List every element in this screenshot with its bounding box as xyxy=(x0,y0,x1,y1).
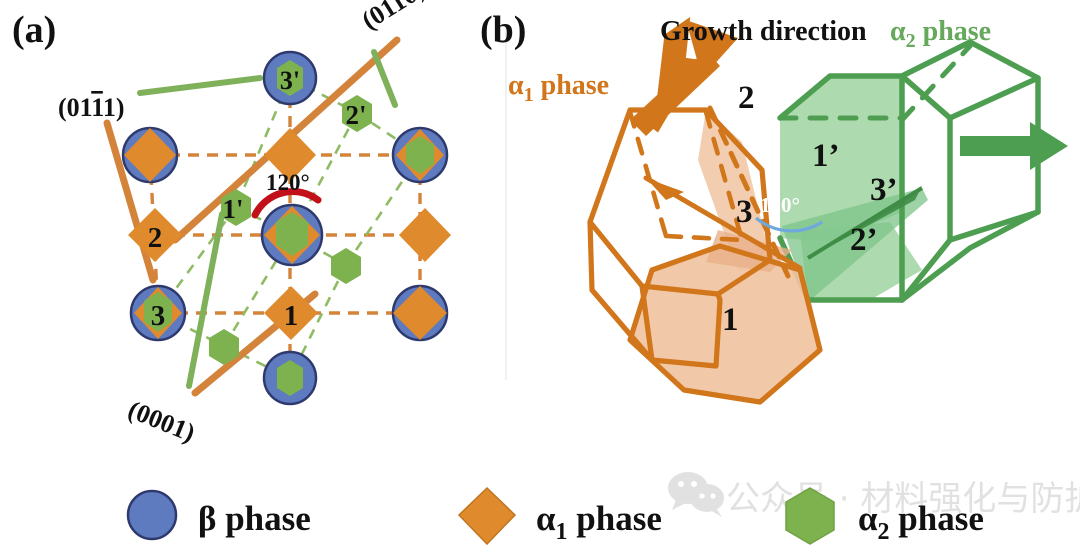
svg-text:(0111): (0111) xyxy=(58,93,124,122)
alpha1-needle-head xyxy=(646,178,684,200)
svg-text:(0110): (0110) xyxy=(357,0,430,35)
alpha2-phase-title-sub: 2 xyxy=(906,30,916,52)
alpha2-face-3prime-shade xyxy=(782,188,928,302)
beta-alpha2-top-3prime: 3' xyxy=(262,50,318,106)
alpha1-phase-title-sub: 1 xyxy=(524,84,534,106)
legend-beta-label: β phase xyxy=(198,499,311,538)
variant-label-2: 2 xyxy=(148,222,163,254)
variant-label-2prime: 2' xyxy=(345,100,366,130)
growth-arrow-alpha2 xyxy=(960,122,1068,170)
legend-alpha2-label-sub: 2 xyxy=(878,519,890,545)
plane-0111-pre: (01 xyxy=(58,93,92,122)
variant-label-1: 1 xyxy=(284,300,299,332)
watermark-text: 公众号 · 材料强化与防护 xyxy=(726,479,1080,519)
beta-alpha2-center xyxy=(260,203,324,267)
alpha1-prism xyxy=(587,16,823,405)
alpha1-face-label-3: 3 xyxy=(736,194,753,230)
alpha2-hex-2prime: 2' xyxy=(342,95,372,132)
alpha2-phase-title: α2 phase xyxy=(890,16,991,52)
legend-alpha2-label-tail: phase xyxy=(890,499,984,538)
legend-beta-marker xyxy=(126,489,178,541)
green-plane-traces xyxy=(137,49,398,389)
beta-alpha1-node xyxy=(121,126,179,184)
alpha2-hex-1prime: 1' xyxy=(221,189,251,226)
legend-canvas: 公众号 · 材料强化与防护 β phase α1 phase α xyxy=(126,472,1080,546)
plane-0001-text: (0001) xyxy=(124,395,199,448)
panel-b-canvas: 120° 1 2 3 1’ 2’ 3’ (b) Growth direction… xyxy=(480,9,1068,405)
variant-label-3: 3 xyxy=(151,300,166,332)
alpha2-phase-title-base: α xyxy=(890,16,906,47)
trace-0111-orange xyxy=(103,119,157,284)
wechat-icon xyxy=(668,472,724,517)
alpha1-diamond-labeled-2: 2 xyxy=(128,208,182,262)
variant-label-1prime: 1' xyxy=(222,194,243,224)
legend-alpha1-label-base: α xyxy=(536,499,556,538)
angle-arc-red xyxy=(251,188,322,219)
panel-a-canvas: 2 3 1 xyxy=(12,0,451,448)
beta-alpha1-bottom-right xyxy=(391,284,449,342)
alpha1-phase-title-base: α xyxy=(508,70,524,101)
legend-beta-label-tail: phase xyxy=(216,499,310,538)
angle-label-120: 120° xyxy=(266,170,310,195)
alpha2-face-label-1prime: 1’ xyxy=(812,138,840,174)
alpha2-hex-plain-bottom xyxy=(209,329,239,365)
alpha2-face-label-2prime: 2’ xyxy=(850,222,878,258)
legend-alpha2-label-base: α xyxy=(858,499,878,538)
alpha2-hidden-edge-1 xyxy=(899,43,973,123)
plane-label-0110: (0110) xyxy=(357,0,430,35)
legend-alpha1-phase: α1 phase xyxy=(457,486,662,546)
plane-0111-bar: 1 xyxy=(91,93,103,122)
panel-a: 2 3 1 xyxy=(0,0,470,460)
legend: 公众号 · 材料强化与防护 β phase α1 phase α xyxy=(0,460,1080,553)
alpha2-face-label-3prime: 3’ xyxy=(870,172,898,208)
trace-0001-green xyxy=(186,211,225,389)
growth-arrow-alpha1 xyxy=(630,16,738,136)
beta-alpha2-labeled-3: 3 xyxy=(129,284,187,342)
panel-b: 120° 1 2 3 1’ 2’ 3’ (b) Growth direction… xyxy=(470,0,1080,460)
legend-beta-label-base: β xyxy=(198,499,216,538)
beta-alpha2-node xyxy=(391,126,449,184)
variant-label-3prime: 3' xyxy=(280,66,300,95)
alpha1-phase-title: α1 phase xyxy=(508,70,609,106)
alpha2-phase-title-tail: phase xyxy=(916,16,991,47)
legend-alpha2-marker xyxy=(785,487,835,545)
legend-beta-phase: β phase xyxy=(126,489,311,541)
alpha1-bottom-hex xyxy=(627,243,823,405)
alpha2-hex-plain-right xyxy=(331,248,361,284)
alpha1-axis-dashed xyxy=(707,105,791,279)
plane-label-0001: (0001) xyxy=(124,395,199,448)
angle-arc-blue-b xyxy=(754,216,823,233)
alpha1-diamond-node xyxy=(264,128,316,182)
alpha1-face-label-2: 2 xyxy=(738,80,755,116)
legend-alpha2-phase: α2 phase xyxy=(785,487,984,545)
alpha2-needle-line xyxy=(806,186,924,260)
alpha2-back-outline xyxy=(899,39,1041,303)
growth-direction-title: Growth direction xyxy=(660,16,867,47)
alpha1-diamond-right xyxy=(399,208,451,262)
alpha1-hidden-edge-2 xyxy=(703,109,745,243)
alpha1-diamond-labeled-1: 1 xyxy=(264,286,318,340)
alpha1-hidden-edge-1 xyxy=(627,109,669,239)
legend-alpha1-label: α1 phase xyxy=(536,499,662,545)
legend-alpha2-label: α2 phase xyxy=(858,499,984,545)
alpha1-hidden-edge-3 xyxy=(663,233,745,243)
trace-0110-green xyxy=(371,49,398,108)
legend-alpha1-label-sub: 1 xyxy=(556,519,568,545)
plane-label-0111: (0111) xyxy=(58,93,124,122)
trace-0111-green xyxy=(137,75,263,96)
alpha1-face-label-1: 1 xyxy=(722,302,739,338)
alpha1-phase-title-tail: phase xyxy=(534,70,609,101)
plane-0111-post: 1) xyxy=(103,93,125,122)
plane-0110-post: 0) xyxy=(396,0,430,11)
angle-label-120-b: 120° xyxy=(760,193,800,217)
alpha2-front-outline xyxy=(777,73,953,303)
legend-alpha1-label-tail: phase xyxy=(568,499,662,538)
panel-a-label: (a) xyxy=(12,9,56,51)
beta-alpha2-bottom xyxy=(262,350,318,406)
wechat-watermark: 公众号 · 材料强化与防护 xyxy=(668,472,1080,519)
legend-alpha1-marker xyxy=(457,486,517,546)
alpha2-prism xyxy=(777,39,1068,303)
panel-b-label: (b) xyxy=(480,9,526,51)
